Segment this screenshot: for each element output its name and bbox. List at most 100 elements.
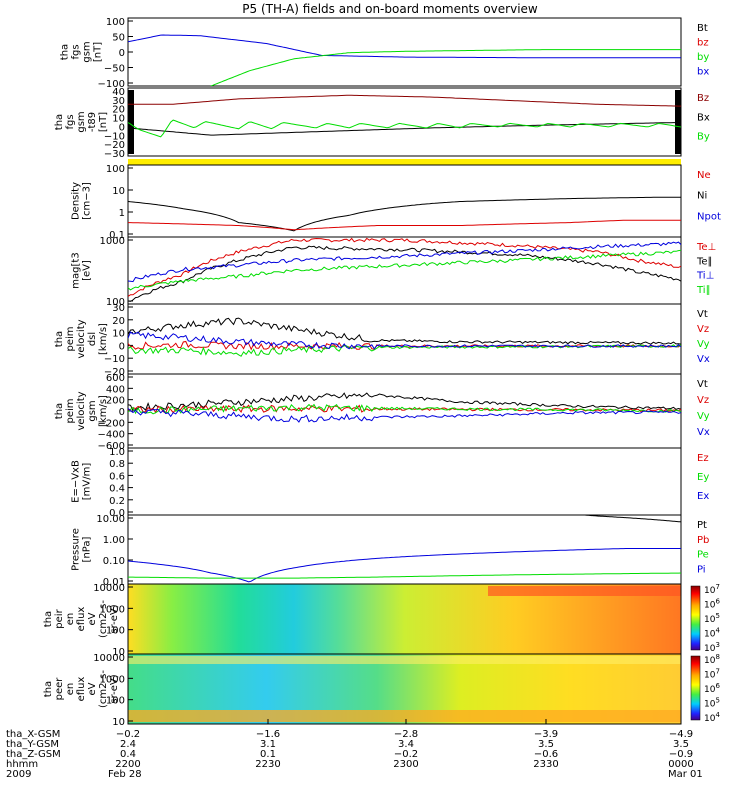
y-axis-label: E=−VxB[mV/m] [71, 460, 93, 503]
series-group [128, 392, 681, 423]
legend-vt: Vt [697, 379, 708, 390]
y-tick-label: 100 [106, 696, 125, 707]
legend-npot: Npot [697, 211, 721, 222]
panel-frame [127, 303, 682, 375]
colorbar-tick-label: 105 [704, 612, 720, 625]
y-tick-label: 50 [112, 33, 125, 44]
y-tick-label: 0.1 [109, 230, 125, 241]
ephemeris-value: −0.2 [394, 749, 418, 760]
series-vx [128, 331, 681, 350]
ephemeris-value: 2230 [255, 759, 280, 770]
y-axis-label: thafgsgsm[nT] [60, 41, 104, 62]
legend-bt: Bt [697, 23, 708, 34]
legend-bx: bx [697, 67, 709, 78]
y-tick-label: 0.0 [109, 508, 125, 519]
y-axis-label: Density[cm−3] [71, 182, 93, 220]
legend-bz: Bz [697, 93, 709, 104]
y-tick-label: 10 [112, 186, 125, 197]
ephemeris-value: 2200 [115, 759, 140, 770]
panel-3: 100 10 1 0.1 Density[cm−3] Ne Ni Npot [71, 164, 721, 241]
panel-frame [127, 17, 682, 87]
legend-pt: Pt [697, 520, 707, 531]
colorbar-tick-label: 105 [704, 697, 720, 710]
legend-vz: Vz [697, 395, 709, 406]
legend-vy: Vy [697, 339, 710, 350]
y-tick-label: 0 [119, 122, 125, 133]
high-energy-band [128, 656, 681, 664]
y-tick-label: 10000 [93, 583, 125, 594]
colorbar-tick-label: 107 [704, 668, 720, 681]
y-tick-label: −400 [98, 430, 125, 441]
ephemeris-value: 2.4 [120, 739, 136, 750]
y-axis-label: Pressure[nPa] [71, 528, 93, 571]
colorbar-tick-label: 104 [704, 627, 720, 640]
series-bx [128, 34, 681, 59]
plot-title: P5 (TH-A) fields and on-board moments ov… [242, 2, 538, 16]
y-tick-label: 0.8 [109, 459, 125, 470]
ephemeris-row-label: tha_Y-GSM [6, 739, 59, 750]
y-tick-label: −50 [104, 64, 125, 75]
y-tick-label: 100 [106, 164, 125, 175]
legend-te⊥: Te⊥ [696, 242, 716, 253]
ephemeris-value: 2300 [393, 759, 418, 770]
legend-bx: Bx [697, 112, 710, 123]
panel-frame [127, 447, 682, 516]
ephemeris-row-label: hhmm [6, 759, 38, 770]
series-group [128, 237, 681, 302]
series-pi [128, 548, 681, 583]
colorbar-tick-label: 108 [704, 653, 720, 666]
legend-bz: bz [697, 38, 709, 49]
y-tick-label: 1000 [100, 236, 125, 247]
ephemeris-start-date: Feb 28 [108, 769, 142, 780]
y-tick-label: −600 [98, 441, 125, 452]
legend-vx: Vx [697, 427, 710, 438]
y-tick-label: 0 [119, 407, 125, 418]
ephemeris-value: 2330 [533, 759, 558, 770]
y-tick-label: 1000 [100, 674, 125, 685]
ephemeris-value: −0.6 [534, 749, 558, 760]
series-vt [128, 392, 681, 412]
legend-te∥: Te∥ [696, 256, 713, 267]
y-tick-label: −20 [104, 367, 125, 378]
y-tick-label: 1.00 [103, 535, 125, 546]
y-axis-label: thapeirenefluxeV(cm2-s-sr-eV) [43, 600, 120, 638]
ephemeris-value: −0.2 [116, 729, 140, 740]
legend-ne: Ne [697, 170, 711, 181]
panel-7: 1.00.80.6 0.40.20.0 E=−VxB[mV/m] Ez Ey Ex [71, 447, 710, 519]
colorbar [690, 585, 701, 651]
y-tick-label: 1.0 [109, 447, 125, 458]
y-tick-label: 100 [106, 297, 125, 308]
legend-pb: Pb [697, 535, 709, 546]
legend-vy: Vy [697, 411, 710, 422]
series-te⊥ [128, 237, 681, 297]
y-tick-label: −30 [104, 149, 125, 160]
y-tick-label: 100 [106, 626, 125, 637]
y-tick-label: 10 [112, 329, 125, 340]
series-vy [128, 403, 681, 415]
colorbar-tick-label: 106 [704, 598, 720, 611]
series-group [128, 196, 681, 232]
y-tick-label: 20 [112, 105, 125, 116]
panel-frame [127, 653, 682, 725]
series-group [128, 94, 681, 138]
ephemeris-row-label: tha_X-GSM [6, 729, 60, 740]
legend-by: by [697, 52, 709, 63]
fill-left [128, 90, 134, 154]
y-tick-label: 10 [112, 717, 125, 728]
legend-ez: Ez [697, 453, 709, 464]
panel-1: 100 50 0 −50 −100 thafgsgsm[nT] Bt bz by bx [60, 17, 710, 90]
y-tick-label: 1000 [100, 604, 125, 615]
legend-by: By [697, 132, 710, 143]
y-axis-label: thapeerenefluxeV(cm2-s-sr-eV) [43, 670, 120, 708]
legend-vx: Vx [697, 354, 710, 365]
y-tick-label: 10000 [93, 653, 125, 664]
legend-pe: Pe [697, 550, 709, 561]
y-tick-label: −200 [98, 418, 125, 429]
legend-pi: Pi [697, 564, 706, 575]
panel-5: 30 20 100 −10 −20 thapeimvelocitydsl[km/s] Vt V… [54, 303, 710, 378]
series-group [128, 515, 681, 583]
y-tick-label: 10.00 [96, 514, 125, 525]
y-tick-label: 0.2 [109, 496, 125, 507]
